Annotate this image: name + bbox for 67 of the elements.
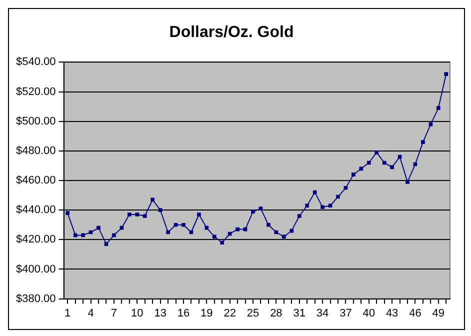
x-tick-label: 16 xyxy=(177,307,190,320)
x-tick-label: 43 xyxy=(386,307,398,320)
point xyxy=(366,160,371,165)
y-tick-label: $460.00 xyxy=(16,174,56,187)
point xyxy=(142,214,147,218)
point xyxy=(228,232,232,236)
point xyxy=(197,212,201,216)
x-tick-label: 13 xyxy=(154,307,166,320)
x-tick-label: 25 xyxy=(246,307,260,320)
point xyxy=(150,198,155,202)
point xyxy=(374,150,379,154)
point xyxy=(135,212,140,216)
point xyxy=(266,222,270,227)
point xyxy=(436,106,440,110)
point xyxy=(73,233,78,238)
point xyxy=(305,204,310,208)
x-tick-label: 4 xyxy=(88,307,94,320)
point xyxy=(390,165,394,170)
point xyxy=(220,240,224,245)
point xyxy=(444,72,448,76)
point xyxy=(258,206,263,211)
point xyxy=(81,233,85,238)
point xyxy=(421,140,425,144)
y-tick-label: $420.00 xyxy=(16,234,56,246)
x-tick-label: 49 xyxy=(432,307,445,320)
x-tick-label: 46 xyxy=(409,307,422,320)
y-tick-label: $440.00 xyxy=(16,204,56,216)
point xyxy=(251,210,255,214)
y-tick-label: $500.00 xyxy=(16,115,56,128)
point xyxy=(352,172,356,176)
x-tick-label: 19 xyxy=(200,307,213,320)
point xyxy=(128,212,132,216)
point xyxy=(96,226,100,230)
point xyxy=(398,154,402,159)
x-tick-label: 7 xyxy=(110,307,118,320)
point xyxy=(236,227,240,232)
x-tick-label: 31 xyxy=(293,307,306,320)
point xyxy=(166,230,170,234)
y-tick-label: $480.00 xyxy=(16,144,56,157)
point xyxy=(66,211,70,215)
point xyxy=(182,222,186,227)
point xyxy=(112,233,116,238)
point xyxy=(382,160,386,165)
point xyxy=(158,208,162,212)
y-tick-label: $520.00 xyxy=(16,86,56,98)
point xyxy=(174,222,178,227)
point xyxy=(406,180,410,184)
point xyxy=(212,234,216,239)
y-tick-label: $380.00 xyxy=(16,292,56,305)
x-tick-label: 1 xyxy=(64,307,71,320)
point xyxy=(336,194,340,199)
x-tick-label: 37 xyxy=(340,307,352,320)
x-tick-label: 22 xyxy=(224,307,236,320)
x-tick-label: 40 xyxy=(362,307,376,320)
x-tick-label: 34 xyxy=(316,307,329,320)
point xyxy=(328,204,332,208)
x-tick-label: 10 xyxy=(131,307,144,320)
y-tick-label: $540.00 xyxy=(16,56,56,68)
x-tick-label: 28 xyxy=(270,307,282,320)
y-tick-label: $400.00 xyxy=(16,263,56,276)
point xyxy=(104,242,108,246)
point xyxy=(282,234,286,239)
point xyxy=(344,186,348,190)
point xyxy=(290,228,294,233)
point xyxy=(320,205,324,210)
point xyxy=(297,214,302,218)
chart-title: Dollars/Oz. Gold xyxy=(169,24,294,42)
